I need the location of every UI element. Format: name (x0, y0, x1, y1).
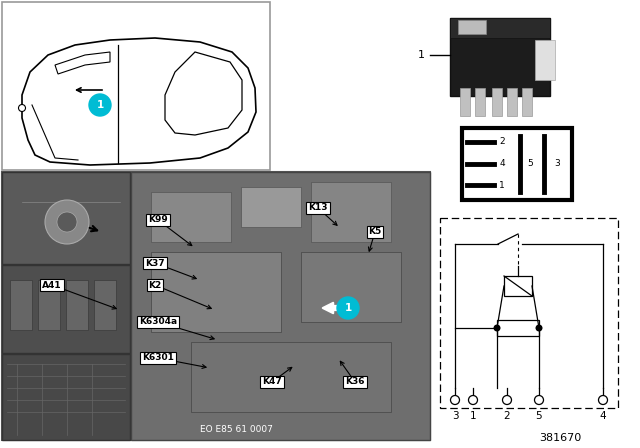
Text: 381670: 381670 (539, 433, 581, 443)
Bar (535, 40, 555, 80)
Polygon shape (22, 38, 256, 165)
Bar (241, 187, 301, 227)
Polygon shape (55, 52, 110, 74)
Text: 2: 2 (504, 411, 510, 421)
Bar (10, 280, 32, 330)
Circle shape (493, 324, 500, 332)
Text: K2: K2 (148, 280, 162, 289)
Text: 1: 1 (470, 411, 476, 421)
Bar (151, 252, 281, 332)
Bar (440, 218, 618, 408)
Circle shape (451, 396, 460, 405)
Text: K6304a: K6304a (139, 318, 177, 327)
Text: 3: 3 (554, 159, 560, 168)
Bar (2, 172, 130, 264)
Bar (38, 280, 60, 330)
Text: K6301: K6301 (142, 353, 174, 362)
Text: K47: K47 (262, 378, 282, 387)
Bar (450, 18, 550, 96)
Bar (2, 265, 130, 353)
Bar (504, 276, 532, 296)
Text: 3: 3 (452, 411, 458, 421)
Bar (151, 192, 231, 242)
Bar (458, 20, 486, 34)
Bar (191, 342, 391, 412)
Bar (311, 182, 391, 242)
Bar (475, 88, 485, 116)
Circle shape (89, 94, 111, 116)
Circle shape (57, 212, 77, 232)
Text: 4: 4 (600, 411, 606, 421)
Text: 1: 1 (418, 50, 425, 60)
Text: K37: K37 (145, 258, 165, 267)
Bar (492, 88, 502, 116)
Text: 1: 1 (499, 181, 505, 190)
Bar (131, 172, 430, 440)
Text: K99: K99 (148, 215, 168, 224)
Bar (462, 128, 572, 200)
Bar (497, 320, 539, 336)
Text: 5: 5 (536, 411, 542, 421)
Text: 5: 5 (527, 159, 533, 168)
Text: 4: 4 (499, 159, 505, 168)
Circle shape (19, 104, 26, 112)
Circle shape (468, 396, 477, 405)
Text: 1: 1 (97, 100, 104, 110)
Circle shape (534, 396, 543, 405)
Circle shape (502, 396, 511, 405)
Circle shape (536, 324, 543, 332)
Circle shape (337, 297, 359, 319)
Bar (450, 18, 550, 38)
Text: K36: K36 (345, 378, 365, 387)
Bar (2, 2, 270, 170)
Bar (2, 354, 130, 440)
Text: A41: A41 (42, 280, 62, 289)
Text: 2: 2 (499, 138, 505, 146)
Bar (94, 280, 116, 330)
Text: 1: 1 (344, 303, 351, 313)
Bar (66, 280, 88, 330)
Text: K13: K13 (308, 203, 328, 212)
Bar (301, 252, 401, 322)
Bar (507, 88, 517, 116)
Circle shape (45, 200, 89, 244)
Bar (2, 172, 430, 440)
Polygon shape (165, 52, 242, 135)
Text: EO E85 61 0007: EO E85 61 0007 (200, 426, 273, 435)
Bar (522, 88, 532, 116)
Text: K5: K5 (369, 228, 381, 237)
Bar (460, 88, 470, 116)
Circle shape (598, 396, 607, 405)
